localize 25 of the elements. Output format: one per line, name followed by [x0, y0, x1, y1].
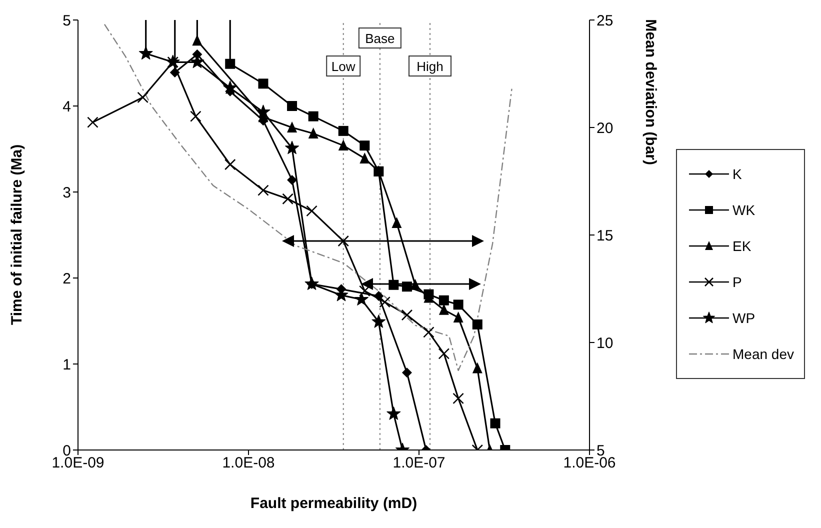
legend-label: WP: [732, 310, 756, 326]
ref-line-label: High: [416, 59, 444, 74]
y-tick-label: 2: [62, 270, 71, 288]
y-axis-title: Time of initial failure (Ma): [8, 144, 26, 325]
ref-line-label: Low: [331, 59, 356, 74]
x-tick-label: 1.0E-07: [392, 454, 446, 472]
y-tick-label: 3: [62, 184, 71, 202]
legend-label: K: [732, 166, 742, 182]
ref-line-label: Base: [365, 31, 395, 46]
legend-label: Mean dev: [732, 346, 794, 362]
x-axis-title: Fault permeability (mD): [250, 495, 418, 512]
y-tick-label: 5: [62, 12, 71, 30]
legend-label: EK: [732, 238, 752, 254]
legend-label: P: [732, 274, 742, 290]
legend-label: WK: [732, 202, 756, 218]
y2-tick-label: 10: [596, 334, 614, 352]
y2-tick-label: 15: [596, 227, 614, 244]
y-tick-label: 4: [62, 98, 71, 116]
x-tick-label: 1.0E-09: [52, 454, 104, 472]
y2-axis-title: Mean deviation (bar): [642, 19, 660, 165]
y-tick-label: 1: [62, 356, 71, 374]
x-tick-label: 1.0E-08: [222, 454, 275, 472]
y2-tick-label: 20: [596, 120, 614, 137]
y2-tick-label: 25: [596, 12, 614, 30]
x-tick-label: 1.0E-06: [563, 454, 616, 472]
